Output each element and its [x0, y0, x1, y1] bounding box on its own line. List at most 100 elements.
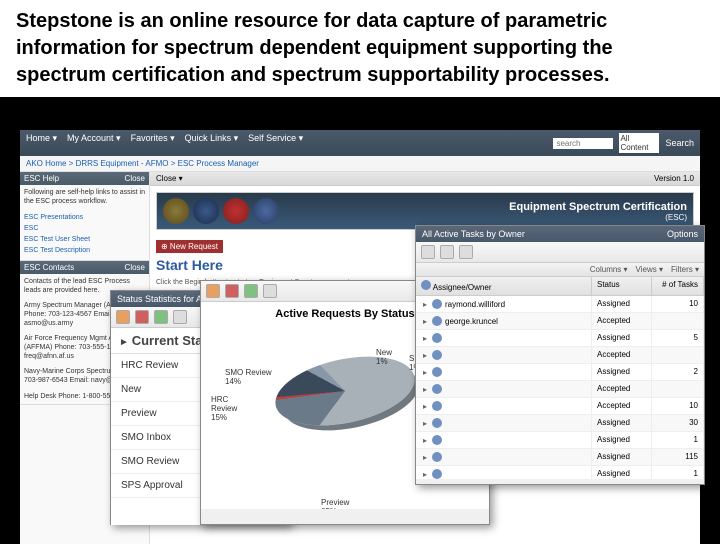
refresh-icon[interactable] — [459, 245, 473, 259]
export-icon[interactable] — [421, 245, 435, 259]
refresh-icon[interactable] — [173, 310, 187, 324]
task-row[interactable]: ▸george.kruncelAccepted — [416, 313, 704, 330]
navy-seal-icon — [193, 198, 219, 224]
airforce-seal-icon — [253, 198, 279, 224]
count-cell — [652, 313, 704, 329]
pie-label-preview: Preview65% — [321, 499, 349, 509]
tasks-titlebar[interactable]: All Active Tasks by Owner Options — [416, 226, 704, 242]
columns-dropdown[interactable]: Columns ▾ — [590, 265, 628, 274]
col-status[interactable]: Status — [592, 277, 652, 295]
expand-icon[interactable]: ▸ — [421, 300, 429, 309]
breadcrumb[interactable]: AKO Home > DRRS Equipment - AFMO > ESC P… — [20, 156, 700, 172]
search-input[interactable] — [553, 138, 613, 149]
expand-icon[interactable]: ▸ — [421, 368, 429, 377]
status-cell: Assigned — [592, 364, 652, 380]
expand-icon[interactable]: ▸ — [421, 402, 429, 411]
top-menubar: Home ▾ My Account ▾ Favorites ▾ Quick Li… — [20, 130, 700, 156]
count-cell — [652, 381, 704, 397]
task-row[interactable]: ▸Assigned1 — [416, 466, 704, 479]
sidebar-link[interactable]: ESC Presentations — [24, 212, 145, 223]
sidebar-link[interactable]: ESC Test User Sheet — [24, 234, 145, 245]
expand-icon[interactable]: ▸ — [421, 470, 429, 479]
menu-home[interactable]: Home ▾ — [26, 133, 57, 153]
pie-label-new: New1% — [376, 349, 392, 367]
expand-icon[interactable]: ▸ — [421, 436, 429, 445]
col-count[interactable]: # of Tasks — [652, 277, 704, 295]
sidebar-help-body: Following are self-help links to assist … — [20, 185, 149, 209]
person-icon — [432, 316, 442, 326]
new-request-button[interactable]: ⊕ New Request — [156, 240, 223, 253]
pie-label-smo: SMO Review14% — [225, 369, 272, 387]
person-icon — [432, 367, 442, 377]
pdf-icon[interactable] — [225, 284, 239, 298]
export-icon[interactable] — [206, 284, 220, 298]
person-icon — [432, 469, 442, 479]
sidebar-help-header: ESC Help Close — [20, 172, 149, 185]
count-cell: 1 — [652, 466, 704, 479]
count-cell: 115 — [652, 449, 704, 465]
expand-icon[interactable]: ▸ — [421, 351, 429, 360]
menu-quicklinks[interactable]: Quick Links ▾ — [185, 133, 239, 153]
menu-account[interactable]: My Account ▾ — [67, 133, 121, 153]
task-row[interactable]: ▸ Accepted10 — [416, 398, 704, 415]
sidebar-link[interactable]: ESC — [24, 223, 145, 234]
version-label: Version 1.0 — [654, 174, 694, 183]
status-cell: Accepted — [592, 381, 652, 397]
count-cell: 2 — [652, 364, 704, 380]
close-link[interactable]: Close — [125, 174, 145, 183]
tasks-header-row: Assignee/Owner Status # of Tasks — [416, 277, 704, 296]
task-row[interactable]: ▸ Assigned115 — [416, 449, 704, 466]
export-icon[interactable] — [116, 310, 130, 324]
task-row[interactable]: ▸ Assigned30 — [416, 415, 704, 432]
count-cell: 30 — [652, 415, 704, 431]
pie-label-hrc-review: HRCReview15% — [211, 396, 237, 422]
refresh-icon[interactable] — [263, 284, 277, 298]
army-seal-icon — [163, 198, 189, 224]
task-row[interactable]: ▸ Assigned2 — [416, 364, 704, 381]
col-owner[interactable]: Assignee/Owner — [416, 277, 592, 295]
count-cell: 10 — [652, 296, 704, 312]
person-icon — [432, 452, 442, 462]
person-icon — [432, 350, 442, 360]
task-row[interactable]: ▸Assigned1 — [416, 432, 704, 449]
expand-icon[interactable]: ▸ — [421, 453, 429, 462]
search-button[interactable]: Search — [665, 138, 694, 148]
person-icon — [432, 299, 442, 309]
task-row[interactable]: ▸Accepted — [416, 347, 704, 364]
expand-icon[interactable]: ▸ — [421, 317, 429, 326]
owner-name: george.kruncel — [445, 317, 498, 326]
count-cell: 1 — [652, 432, 704, 448]
sidebar-link[interactable]: ESC Test Description — [24, 245, 145, 256]
excel-icon[interactable] — [244, 284, 258, 298]
close-link[interactable]: Close — [125, 263, 145, 272]
count-cell — [652, 347, 704, 363]
slide-title: Stepstone is an online resource for data… — [0, 0, 720, 97]
person-icon — [432, 384, 442, 394]
task-row[interactable]: ▸raymond.willifordAssigned10 — [416, 296, 704, 313]
print-icon[interactable] — [440, 245, 454, 259]
expand-icon[interactable]: ▸ — [421, 385, 429, 394]
options-link[interactable]: Options — [667, 229, 698, 239]
person-icon — [432, 435, 442, 445]
excel-icon[interactable] — [154, 310, 168, 324]
status-cell: Assigned — [592, 415, 652, 431]
owner-name: raymond.williford — [445, 300, 505, 309]
filters-dropdown[interactable]: Filters ▾ — [671, 265, 699, 274]
task-row[interactable]: ▸Assigned5 — [416, 330, 704, 347]
menu-selfservice[interactable]: Self Service ▾ — [248, 133, 303, 153]
pdf-icon[interactable] — [135, 310, 149, 324]
expand-icon[interactable]: ▸ — [421, 334, 429, 343]
person-icon — [432, 333, 442, 343]
person-icon — [432, 401, 442, 411]
status-cell: Accepted — [592, 398, 652, 414]
menu-favorites[interactable]: Favorites ▾ — [131, 133, 175, 153]
status-cell: Assigned — [592, 449, 652, 465]
views-dropdown[interactable]: Views ▾ — [636, 265, 663, 274]
expand-icon[interactable]: ▸ — [421, 419, 429, 428]
content-close[interactable]: Close ▾ — [156, 174, 183, 183]
count-cell: 10 — [652, 398, 704, 414]
search-scope-select[interactable]: All Content — [619, 133, 659, 153]
task-row[interactable]: ▸ Accepted — [416, 381, 704, 398]
status-cell: Assigned — [592, 330, 652, 346]
banner-title: Equipment Spectrum Certification — [509, 201, 687, 213]
